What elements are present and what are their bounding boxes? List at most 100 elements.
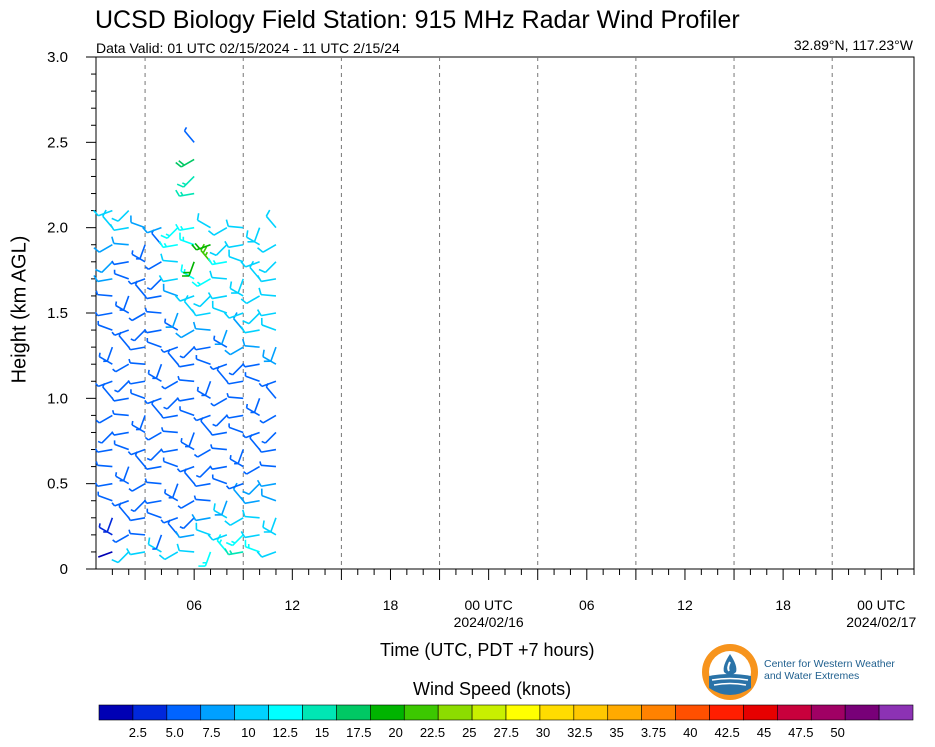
barb-shaft	[117, 380, 130, 393]
barb-flag	[143, 465, 148, 470]
barb-flag	[218, 539, 223, 544]
barb-shaft	[228, 255, 244, 263]
barb-flag	[256, 551, 263, 558]
wind-barb	[192, 321, 211, 331]
wind-barb	[97, 320, 113, 331]
barb-flag	[146, 457, 152, 461]
wind-barb	[146, 278, 163, 291]
barb-flag	[111, 331, 116, 336]
barb-shaft	[113, 226, 129, 232]
barb-flag	[114, 301, 118, 306]
barb-shaft	[261, 448, 277, 453]
barb-flag	[109, 223, 115, 231]
wind-barb	[165, 312, 179, 328]
barb-shaft	[97, 494, 113, 502]
wind-barb	[261, 431, 277, 444]
barb-shaft	[261, 494, 277, 502]
colorbar-label: 32.5	[567, 725, 592, 740]
barb-shaft	[147, 226, 162, 234]
colorbar-swatch	[370, 704, 405, 721]
barb-flag	[224, 349, 231, 356]
barb-flag	[128, 317, 133, 322]
wind-barb	[193, 495, 211, 502]
wind-barb	[160, 346, 179, 354]
barb-shaft	[246, 465, 261, 475]
wind-barb	[175, 329, 195, 339]
barb-flag	[193, 302, 201, 308]
barb-flag	[224, 240, 230, 248]
wind-barb	[94, 448, 113, 453]
barb-flag	[94, 482, 99, 487]
barb-flag	[209, 270, 213, 278]
barb-flag	[176, 468, 181, 473]
barb-shaft	[245, 375, 260, 383]
colorbar-swatch	[505, 704, 541, 721]
barb-flag	[144, 266, 149, 270]
barb-shaft	[97, 312, 113, 317]
wind-barb	[97, 431, 113, 444]
barb-flag	[195, 474, 201, 478]
barb-flag	[258, 448, 262, 453]
wind-barb	[209, 363, 228, 371]
barb-shaft	[114, 499, 129, 507]
barb-flag	[225, 541, 233, 547]
wind-barb	[135, 244, 146, 260]
wind-barb	[161, 380, 179, 390]
barb-shaft	[97, 209, 113, 217]
barb-shaft	[146, 329, 162, 334]
barb-flag	[209, 431, 213, 436]
wind-barb	[111, 431, 129, 436]
barb-flag	[224, 520, 231, 526]
barb-flag	[93, 209, 99, 217]
barb-flag	[259, 419, 264, 424]
wind-barb	[185, 432, 195, 448]
wind-barb	[176, 397, 195, 402]
barb-shaft	[195, 327, 211, 331]
wind-barb	[128, 482, 146, 492]
chart-title: UCSD Biology Field Station: 915 MHz Rada…	[95, 6, 740, 34]
wind-barb	[225, 414, 244, 419]
barb-flag	[114, 389, 119, 393]
wind-barb	[126, 548, 146, 556]
barb-flag	[193, 495, 197, 500]
barb-flag	[164, 318, 167, 323]
barb-flag	[225, 219, 230, 227]
barb-flag	[160, 253, 164, 261]
barb-shaft	[264, 431, 277, 444]
wind-barb	[211, 474, 228, 485]
y-tick-label: 1.5	[47, 305, 68, 322]
colorbar-swatch	[777, 704, 812, 721]
barb-shaft	[244, 515, 260, 519]
wind-barb	[244, 372, 260, 383]
wind-barb	[95, 380, 113, 388]
barb-flag	[204, 251, 209, 257]
wind-barb	[196, 213, 211, 229]
barb-flag	[127, 516, 131, 521]
colorbar-label: 5.0	[166, 725, 184, 740]
wind-barb	[160, 517, 179, 524]
barb-shaft	[216, 369, 228, 382]
wind-barb	[114, 380, 130, 393]
wind-barb	[225, 482, 244, 490]
barb-shaft	[114, 443, 129, 451]
barb-flag	[243, 470, 248, 475]
wind-barb	[143, 328, 162, 334]
wind-barb	[94, 482, 113, 488]
barb-shaft	[228, 482, 244, 490]
barb-shaft	[244, 534, 260, 539]
barb-flag	[127, 280, 132, 285]
barb-flag	[160, 414, 164, 419]
barb-shaft	[146, 310, 162, 314]
wind-barb	[243, 465, 261, 475]
barb-shaft	[139, 415, 146, 430]
wind-barb	[111, 499, 129, 507]
barb-shaft	[182, 175, 195, 188]
colorbar-swatch	[607, 704, 642, 721]
barb-shaft	[196, 414, 211, 422]
wind-barb	[97, 491, 113, 502]
wind-barb	[224, 517, 244, 526]
barb-shaft	[162, 430, 178, 434]
y-tick-label: 2.0	[47, 220, 68, 237]
barb-flag	[240, 496, 246, 504]
wind-barb	[130, 389, 146, 400]
